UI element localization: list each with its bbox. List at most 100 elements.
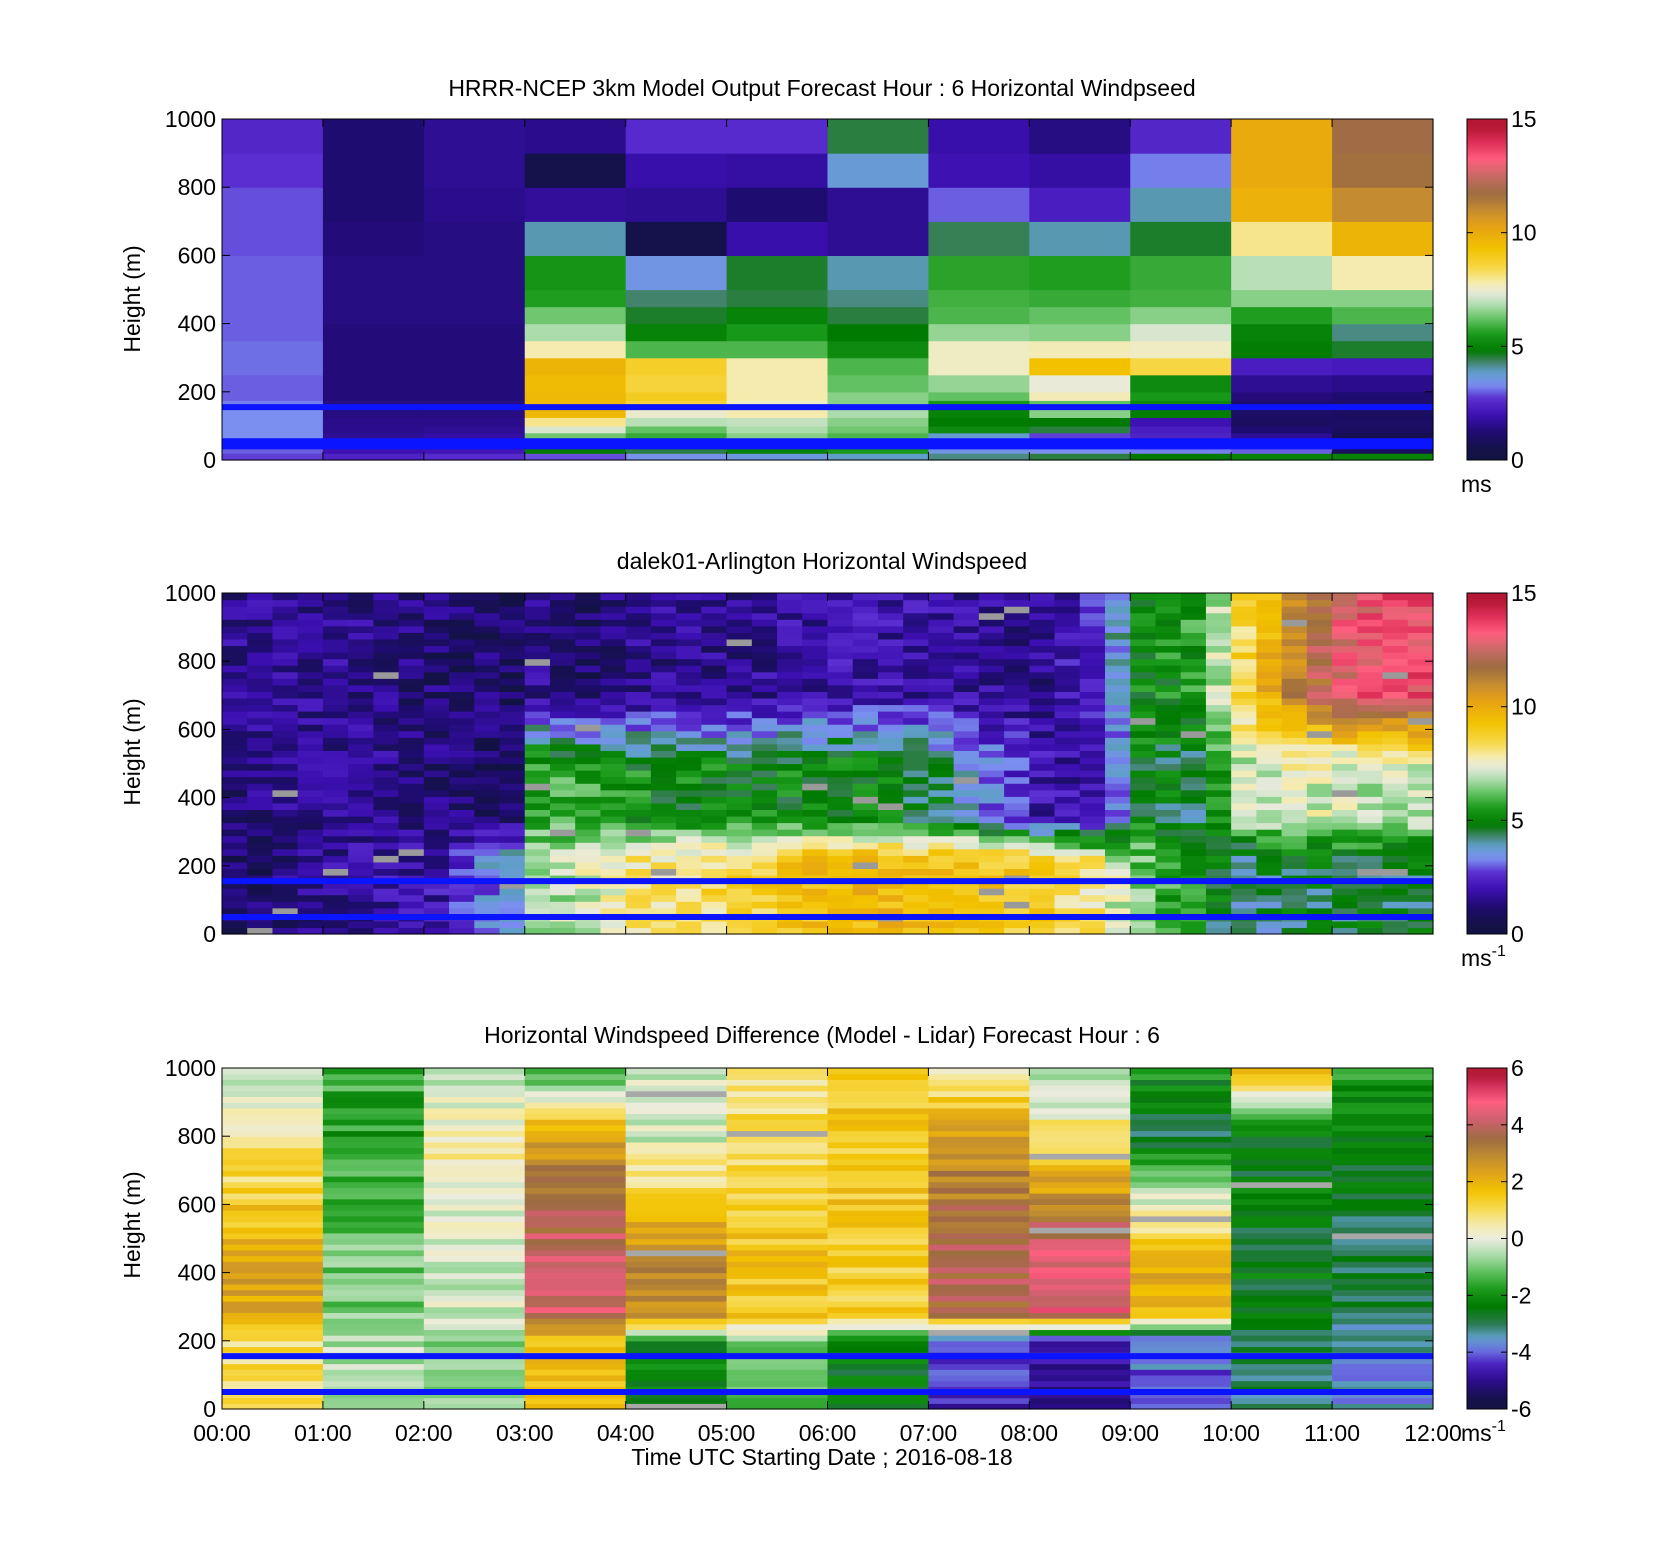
heatmap-cell [852, 750, 879, 758]
heatmap-cell [953, 619, 980, 627]
heatmap-cell [852, 743, 879, 751]
heatmap-cell [1281, 737, 1308, 745]
heatmap-cell [701, 737, 728, 745]
heatmap-cell [1205, 868, 1232, 876]
heatmap-cell [1180, 822, 1207, 830]
heatmap-cell [524, 1232, 627, 1240]
heatmap-cell [222, 665, 248, 673]
heatmap-cell [625, 1318, 728, 1325]
heatmap-cell [1130, 1238, 1232, 1245]
heatmap-cell [1004, 645, 1030, 653]
y-tick-label: 200 [178, 853, 216, 879]
heatmap-cell [1332, 1153, 1434, 1160]
heatmap-cell [449, 599, 475, 607]
heatmap-cell [1105, 619, 1131, 627]
heatmap-cell [247, 861, 274, 870]
heatmap-cell [777, 756, 803, 765]
heatmap-cell [1180, 665, 1207, 673]
heatmap-cell [423, 612, 450, 620]
heatmap-cell [978, 888, 1005, 896]
heatmap-cell [928, 868, 955, 876]
heatmap-cell [676, 671, 702, 679]
heatmap-cell [398, 888, 425, 896]
heatmap-cell [499, 783, 526, 791]
heatmap-cell [398, 822, 425, 830]
heatmap-cell [322, 1318, 425, 1325]
heatmap-cell [524, 1113, 627, 1120]
heatmap-cell [625, 730, 652, 738]
heatmap-cell [1130, 1198, 1232, 1205]
heatmap-cell [650, 658, 677, 666]
heatmap-cell [1306, 756, 1333, 765]
heatmap-cell [827, 1306, 930, 1313]
heatmap-cell [802, 920, 829, 929]
heatmap-cell [827, 901, 854, 909]
heatmap-cell [297, 593, 324, 601]
heatmap-cell [903, 822, 930, 830]
heatmap-cell [297, 737, 324, 745]
heatmap-cell [1256, 776, 1283, 784]
heatmap-cell [499, 632, 526, 640]
heatmap-cell [524, 1096, 627, 1103]
heatmap-cell [1332, 1147, 1434, 1154]
heatmap-cell [1382, 809, 1409, 817]
heatmap-cell [1382, 684, 1409, 692]
heatmap-cell [1332, 1073, 1434, 1080]
heatmap-cell [474, 691, 501, 699]
heatmap-cell [625, 1374, 728, 1382]
heatmap-cell [852, 612, 879, 620]
heatmap-cell [827, 1323, 930, 1331]
heatmap-cell [1256, 632, 1283, 640]
heatmap-cell [877, 678, 904, 686]
heatmap-cell [1357, 684, 1384, 692]
heatmap-cell [1382, 796, 1409, 804]
heatmap-cell [701, 625, 728, 633]
heatmap-cell [1004, 848, 1030, 856]
heatmap-cell [322, 901, 349, 909]
heatmap-cell [1332, 1323, 1434, 1331]
heatmap-cell [827, 1295, 930, 1302]
heatmap-cell [600, 848, 627, 856]
heatmap-cell [625, 920, 652, 929]
heatmap-cell [1004, 842, 1030, 850]
heatmap-cell [1029, 619, 1056, 627]
heatmap-cell [827, 658, 854, 666]
heatmap-cell [1079, 901, 1106, 909]
heatmap-cell [751, 848, 778, 856]
heatmap-cell [676, 802, 702, 811]
heatmap-cell [449, 638, 475, 647]
heatmap-cell [499, 927, 526, 935]
heatmap-cell [726, 453, 829, 461]
heatmap-cell [802, 665, 829, 673]
heatmap-cell [423, 417, 526, 427]
heatmap-cell [297, 632, 324, 640]
heatmap-cell [726, 612, 753, 620]
heatmap-cell [777, 717, 803, 725]
heatmap-cell [322, 446, 425, 454]
heatmap-cell [1180, 691, 1207, 699]
heatmap-cell [751, 612, 778, 620]
heatmap-cell [650, 868, 677, 876]
heatmap-cell [625, 1221, 728, 1228]
x-tick-label: 08:00 [1001, 1420, 1059, 1446]
heatmap-cell [549, 894, 576, 902]
heatmap-cell [1332, 446, 1434, 454]
heatmap-cell [726, 1261, 829, 1268]
heatmap-cell [1332, 861, 1358, 870]
heatmap-cell [802, 770, 829, 778]
heatmap-cell [1306, 724, 1333, 732]
heatmap-cell [726, 835, 753, 843]
heatmap-cell [524, 881, 551, 889]
heatmap-cell [650, 684, 677, 692]
heatmap-cell [903, 671, 930, 679]
heatmap-cell [1155, 671, 1182, 679]
heatmap-cell [777, 593, 803, 601]
heatmap-cell [297, 763, 324, 771]
heatmap-cell [852, 658, 879, 666]
heatmap-cell [549, 724, 576, 732]
heatmap-cell [474, 815, 501, 824]
heatmap-cell [777, 665, 803, 673]
heatmap-cell [802, 868, 829, 876]
heatmap-cell [322, 1141, 425, 1149]
heatmap-cell [524, 619, 551, 627]
